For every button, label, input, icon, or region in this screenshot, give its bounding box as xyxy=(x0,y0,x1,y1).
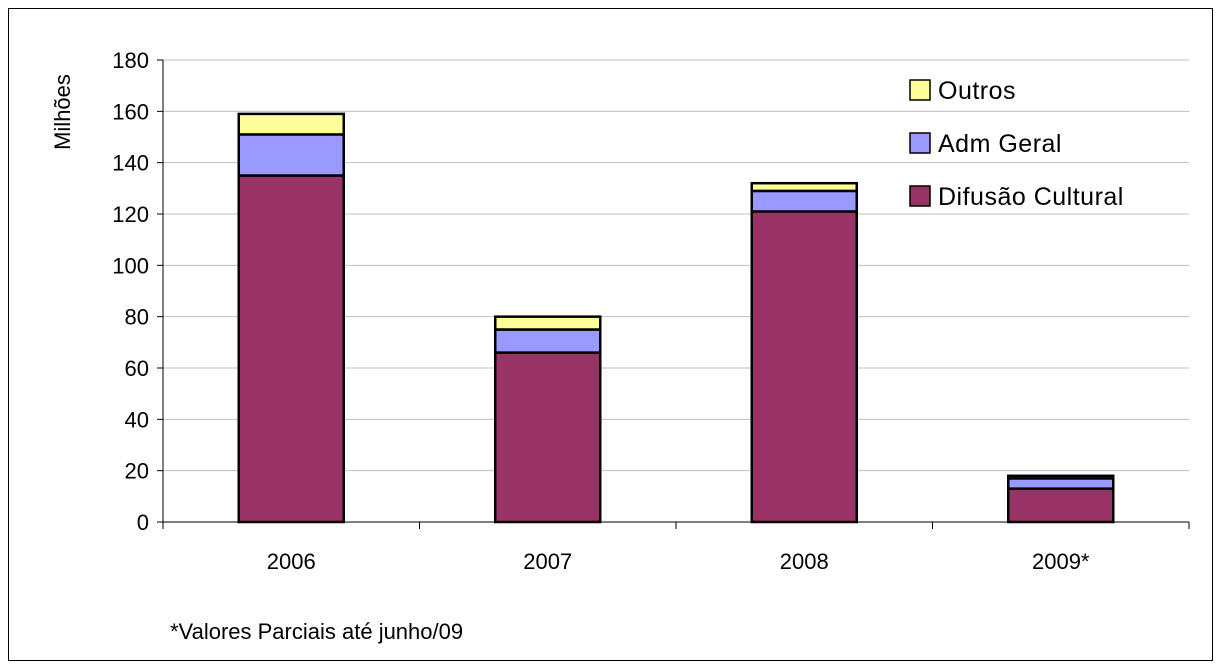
y-tick-label: 80 xyxy=(125,305,149,330)
legend: Outros Adm Geral Difusão Cultural xyxy=(909,77,1124,211)
bar-segment xyxy=(750,189,858,213)
x-category-label: 2009* xyxy=(1032,549,1090,574)
bar-segment xyxy=(1007,477,1115,490)
y-axis-label: Milhões xyxy=(50,74,75,150)
y-tick-label: 160 xyxy=(112,99,149,124)
y-tick-label: 20 xyxy=(125,459,149,484)
footnote: *Valores Parciais até junho/09 xyxy=(170,619,463,644)
chart-frame xyxy=(8,8,1213,661)
y-tick-label: 40 xyxy=(125,407,149,432)
legend-label: Outros xyxy=(938,77,1016,105)
legend-swatch xyxy=(909,132,931,154)
axes: 0 20 40 60 80 100 120 140 160 180 2006 2007 2008 2009… xyxy=(112,48,1190,574)
bar-segment xyxy=(750,181,858,193)
bar-segment xyxy=(494,351,602,524)
bar-segment xyxy=(237,174,345,524)
bar-segment xyxy=(1007,474,1115,480)
legend-swatch xyxy=(909,185,931,207)
bar-segment xyxy=(750,210,858,524)
bar-segment xyxy=(237,133,345,177)
legend-swatch xyxy=(909,79,931,101)
x-category-label: 2006 xyxy=(267,549,316,574)
y-tick-label: 0 xyxy=(137,510,149,535)
legend-label: Difusão Cultural xyxy=(938,183,1124,211)
x-category-label: 2008 xyxy=(780,549,829,574)
bar-segment xyxy=(237,112,345,136)
bar-segment xyxy=(494,328,602,354)
bar-segment xyxy=(494,315,602,331)
y-tick-label: 120 xyxy=(112,202,149,227)
bars xyxy=(237,112,1115,524)
y-tick-label: 180 xyxy=(112,48,149,73)
y-tick-label: 140 xyxy=(112,151,149,176)
x-category-label: 2007 xyxy=(523,549,572,574)
y-tick-label: 60 xyxy=(125,356,149,381)
bar-segment xyxy=(1007,487,1115,524)
y-tick-label: 100 xyxy=(112,253,149,278)
legend-label: Adm Geral xyxy=(938,130,1062,158)
